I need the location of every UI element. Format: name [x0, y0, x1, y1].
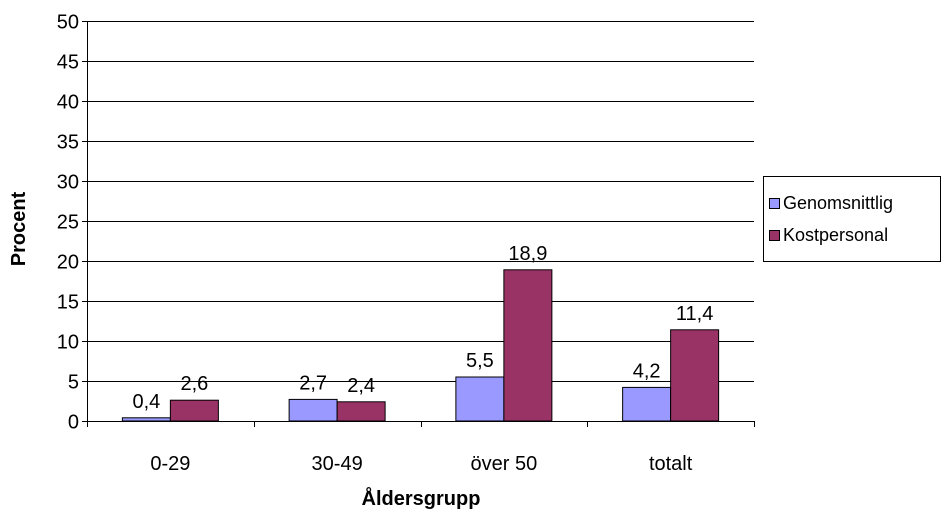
bar-1-0 — [169, 399, 219, 422]
data-label-1-3: 11,4 — [676, 303, 713, 325]
bars — [121, 269, 720, 422]
bar-0-2 — [455, 376, 505, 422]
data-label-0-1: 2,7 — [299, 372, 327, 394]
y-tick-labels: 0 5 10 15 20 25 30 35 40 45 50 — [57, 12, 79, 434]
bar-1-3 — [670, 329, 720, 422]
bar-0-3 — [622, 386, 672, 422]
x-tick-label-0: 0-29 — [150, 453, 190, 475]
y-tick-label-5: 5 — [68, 372, 79, 394]
x-tick-label-3: totalt — [649, 453, 693, 475]
legend-label-genomsnittlig: Genomsnittlig — [783, 193, 894, 213]
y-tick-label-25: 25 — [57, 212, 79, 234]
bar-1-2 — [503, 269, 553, 422]
x-axis-title: Åldersgrupp — [362, 486, 481, 510]
bar-1-1 — [336, 401, 386, 422]
legend-item-kostpersonal: Kostpersonal — [769, 223, 888, 247]
data-labels: 0,4 2,6 2,7 2,4 5,5 18,9 4,2 11,4 — [132, 243, 713, 413]
legend-swatch-kostpersonal — [769, 229, 780, 241]
bar-0-1 — [288, 398, 338, 422]
data-label-1-2: 18,9 — [508, 243, 547, 265]
y-tick-label-15: 15 — [57, 292, 79, 314]
data-label-0-3: 4,2 — [633, 360, 661, 382]
y-tick-label-30: 30 — [57, 172, 79, 194]
legend: Genomsnittlig Kostpersonal — [763, 176, 941, 262]
y-tick-label-35: 35 — [57, 132, 79, 154]
y-tick-label-45: 45 — [57, 52, 79, 74]
x-tick-label-2: över 50 — [471, 453, 538, 475]
y-tick-label-50: 50 — [57, 12, 79, 34]
y-tick-label-40: 40 — [57, 92, 79, 114]
x-tick-label-1: 30-49 — [312, 453, 363, 475]
y-axis-title: Procent — [8, 191, 30, 266]
y-tick-label-10: 10 — [57, 332, 79, 354]
legend-swatch-genomsnittlig — [769, 197, 780, 209]
data-label-1-1: 2,4 — [347, 375, 375, 397]
legend-label-kostpersonal: Kostpersonal — [783, 225, 889, 245]
gridlines — [87, 21, 754, 382]
y-tick-label-0: 0 — [68, 412, 79, 434]
legend-item-genomsnittlig: Genomsnittlig — [769, 191, 893, 215]
axes — [82, 21, 755, 427]
data-label-0-2: 5,5 — [466, 350, 494, 372]
bar-0-0 — [121, 417, 171, 422]
x-tick-labels: 0-29 30-49 över 50 totalt — [150, 453, 692, 475]
y-tick-label-20: 20 — [57, 252, 79, 274]
data-label-1-0: 2,6 — [180, 373, 208, 395]
data-label-0-0: 0,4 — [132, 391, 160, 413]
